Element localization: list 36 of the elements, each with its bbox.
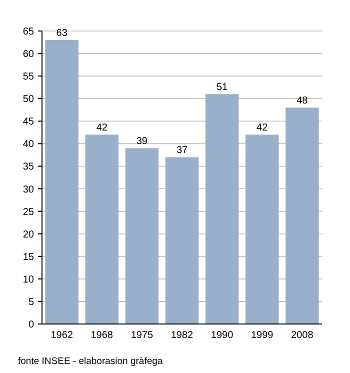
y-tick-label: 60 — [22, 49, 34, 60]
data-label: 39 — [136, 136, 148, 148]
x-tick-label: 1975 — [130, 330, 154, 341]
data-label: 42 — [256, 122, 268, 134]
bar — [45, 40, 78, 324]
bar — [286, 108, 319, 324]
data-label: 42 — [96, 122, 108, 134]
y-tick-label: 25 — [22, 206, 34, 218]
bar — [165, 157, 199, 324]
y-tick-label: 5 — [28, 296, 34, 308]
y-tick-label: 35 — [22, 162, 34, 173]
y-tick-label: 0 — [28, 320, 34, 330]
y-tick-label: 15 — [22, 252, 34, 263]
y-tick-label: 10 — [22, 274, 34, 286]
bar — [85, 134, 119, 324]
x-tick-label: 1982 — [170, 330, 194, 341]
data-label: 37 — [176, 145, 188, 156]
x-tick-label: 1968 — [90, 330, 114, 341]
data-label: 48 — [296, 96, 308, 107]
bar — [245, 134, 279, 324]
data-label: 63 — [56, 28, 68, 40]
y-tick-label: 45 — [22, 116, 34, 128]
bar — [205, 94, 239, 324]
y-tick-label: 55 — [22, 72, 34, 83]
bar — [125, 148, 159, 324]
y-tick-label: 30 — [22, 184, 34, 196]
x-tick-label: 1962 — [50, 330, 74, 341]
y-tick-label: 40 — [22, 139, 34, 150]
y-tick-label: 65 — [22, 26, 34, 38]
y-tick-label: 20 — [22, 229, 34, 240]
y-tick-label: 50 — [22, 94, 34, 106]
x-tick-label: 1999 — [250, 330, 274, 341]
source-note: fonte INSEE - elaborasion gràfega — [18, 356, 164, 367]
x-tick-label: 1990 — [210, 330, 234, 341]
x-tick-label: 2008 — [291, 330, 314, 341]
data-label: 51 — [216, 82, 228, 94]
